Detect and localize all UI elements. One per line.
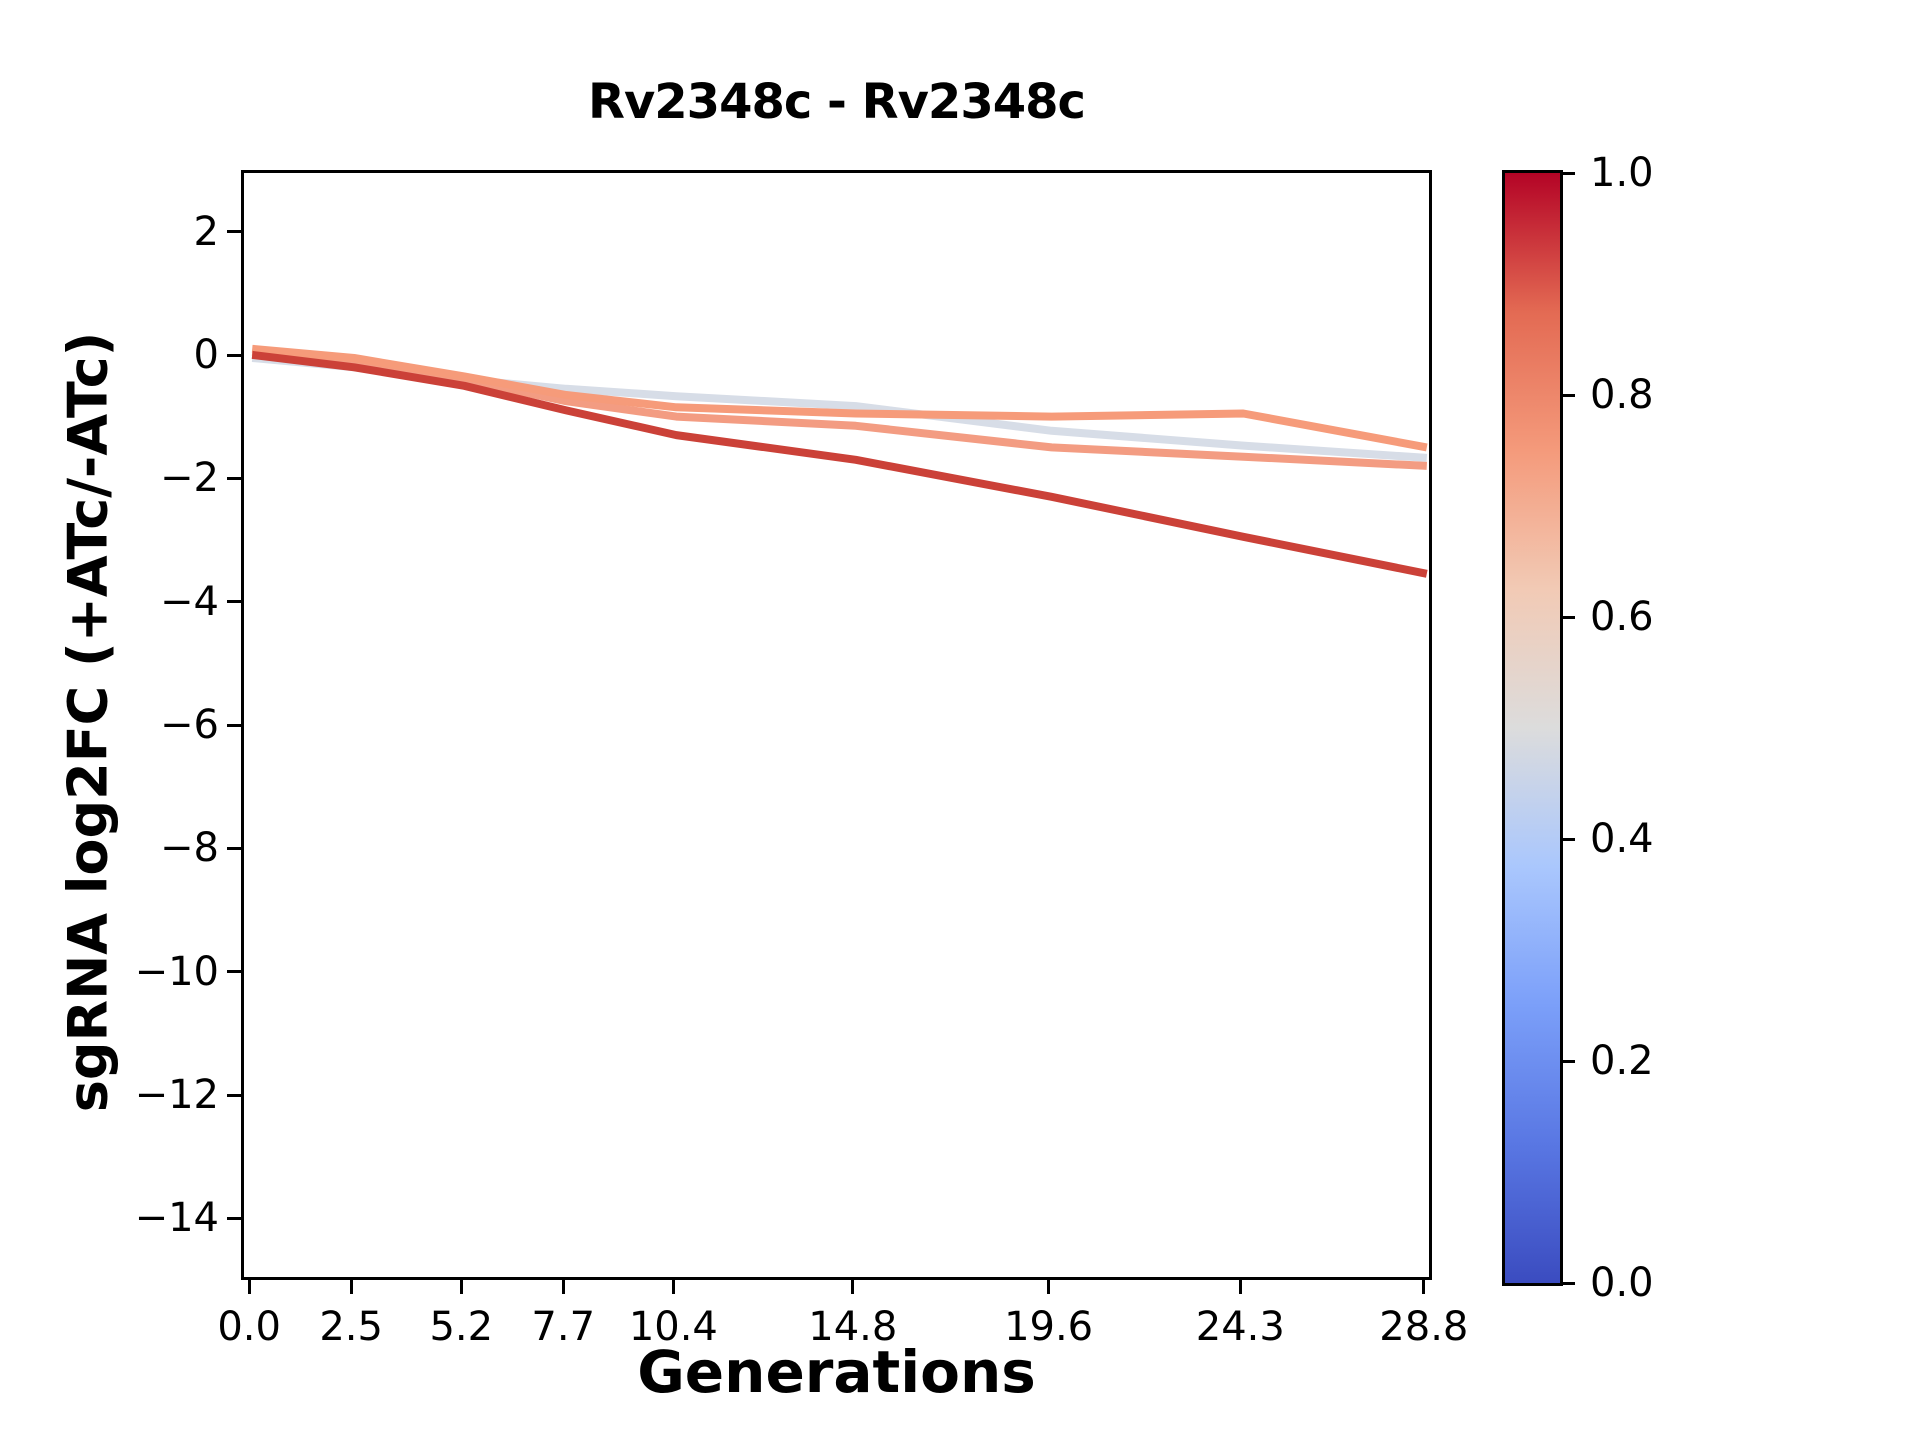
x-axis-label: Generations xyxy=(637,1338,1036,1406)
colorbar-tick-label: 0.4 xyxy=(1590,816,1654,862)
x-tick-label: 2.5 xyxy=(319,1304,383,1350)
y-tick-label: −14 xyxy=(134,1195,219,1242)
x-tick-mark xyxy=(1422,1280,1426,1294)
colorbar-tick-mark xyxy=(1560,837,1575,841)
line-series-canvas xyxy=(251,344,1428,578)
colorbar-tick-mark xyxy=(1560,615,1575,619)
colorbar xyxy=(1502,170,1563,1286)
y-tick-mark xyxy=(227,476,241,480)
colorbar-tick-label: 0.0 xyxy=(1590,1260,1654,1306)
data-line-4 xyxy=(251,350,1428,578)
colorbar-tick-mark xyxy=(1560,171,1575,175)
x-tick-mark xyxy=(1238,1280,1242,1294)
x-tick-label: 7.7 xyxy=(531,1304,596,1350)
x-tick-label: 10.4 xyxy=(628,1304,718,1350)
x-tick-label: 24.3 xyxy=(1195,1304,1285,1350)
x-tick-label: 19.6 xyxy=(1004,1304,1094,1350)
data-line-3 xyxy=(251,344,1428,452)
y-tick-label: −12 xyxy=(134,1072,219,1118)
y-tick-mark xyxy=(227,1216,241,1220)
y-tick-label: 2 xyxy=(193,208,219,255)
x-tick-label: 0.0 xyxy=(217,1304,281,1350)
y-tick-mark xyxy=(227,230,241,234)
x-tick-mark xyxy=(561,1280,565,1294)
y-tick-mark xyxy=(227,970,241,974)
x-tick-label: 5.2 xyxy=(429,1304,494,1350)
y-tick-label: −4 xyxy=(160,578,219,625)
colorbar-tick-label: 0.2 xyxy=(1590,1038,1654,1084)
x-tick-mark xyxy=(247,1280,251,1294)
colorbar-tick-label: 0.8 xyxy=(1590,372,1654,418)
colorbar-tick-mark xyxy=(1560,1059,1575,1063)
plot-area xyxy=(241,170,1432,1280)
x-tick-mark xyxy=(671,1280,675,1294)
x-tick-mark xyxy=(851,1280,855,1294)
y-tick-label: −2 xyxy=(160,455,219,502)
chart-title: Rv2348c - Rv2348c xyxy=(588,74,1086,130)
y-tick-label: −6 xyxy=(160,702,219,748)
y-tick-label: 0 xyxy=(193,332,219,378)
y-tick-label: −8 xyxy=(160,825,219,872)
y-tick-mark xyxy=(227,353,241,357)
y-tick-label: −10 xyxy=(134,948,219,995)
x-tick-mark xyxy=(459,1280,463,1294)
y-tick-mark xyxy=(227,846,241,850)
colorbar-tick-label: 0.6 xyxy=(1590,594,1654,640)
y-tick-mark xyxy=(227,600,241,604)
x-tick-mark xyxy=(1047,1280,1051,1294)
colorbar-tick-label: 1.0 xyxy=(1590,150,1654,196)
y-tick-mark xyxy=(227,1093,241,1097)
x-tick-label: 14.8 xyxy=(808,1304,898,1350)
colorbar-tick-mark xyxy=(1560,1281,1575,1285)
x-tick-label: 28.8 xyxy=(1379,1304,1469,1350)
x-tick-mark xyxy=(349,1280,353,1294)
colorbar-tick-mark xyxy=(1560,393,1575,397)
y-tick-mark xyxy=(227,723,241,727)
